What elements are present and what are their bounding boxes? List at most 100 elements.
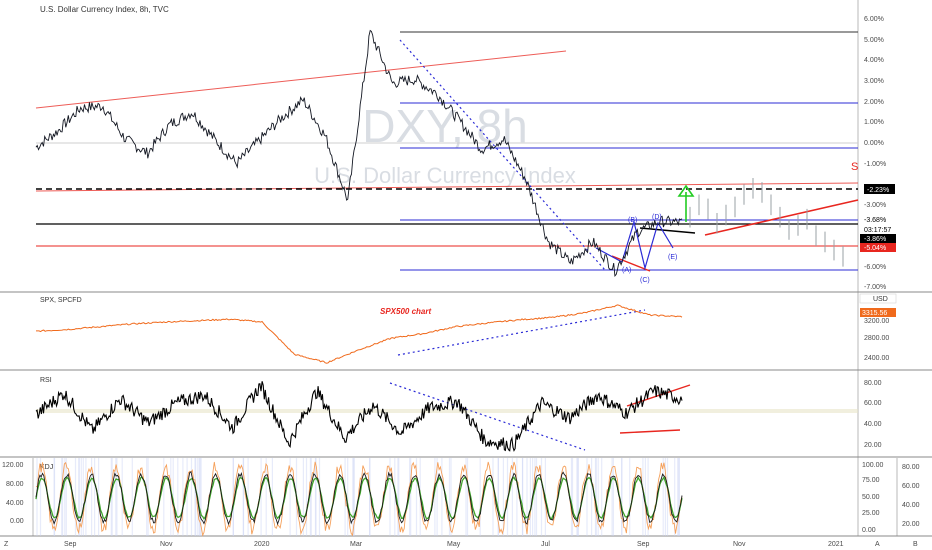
kdj-stripe xyxy=(678,458,680,536)
main-axis-tick: -6.00% xyxy=(864,264,886,271)
main-pane-drawings xyxy=(35,31,859,272)
kdj-stripe xyxy=(586,458,588,536)
spx-axis-tick: 2400.00 xyxy=(864,355,889,362)
kdj-stripe xyxy=(199,458,201,536)
wave-label-e: (E) xyxy=(668,254,677,261)
red-rising-trendline[interactable] xyxy=(704,199,859,236)
dxy-price-line[interactable] xyxy=(35,29,683,277)
rsi-axis-tick: 40.00 xyxy=(864,421,882,428)
kdj-stripe xyxy=(570,458,573,536)
kdj-far-right-axis[interactable]: 80.00 60.00 40.00 20.00 xyxy=(902,464,920,528)
rsi-lower-trendline[interactable] xyxy=(619,429,681,434)
red-wave-c-line[interactable] xyxy=(611,255,651,272)
main-axis-tick: 3.00% xyxy=(864,78,884,85)
kdj-stripe xyxy=(644,458,646,536)
rsi-pane-title: RSI xyxy=(40,377,52,384)
main-axis-tick: -7.00% xyxy=(864,284,886,291)
kdj-stripe xyxy=(186,458,188,536)
kdj-stripe xyxy=(642,458,644,536)
badge-current-bg xyxy=(860,234,896,243)
main-axis-tick: 5.00% xyxy=(864,37,884,44)
spx-dotted-trendline[interactable] xyxy=(397,309,646,356)
kdj-stripe xyxy=(64,458,66,536)
badge-level-a-bg xyxy=(864,184,895,194)
kdj-stripe xyxy=(198,458,200,536)
time-label: Jul xyxy=(541,541,550,548)
kdj-stripe xyxy=(529,458,531,536)
kdj-stripe xyxy=(190,458,193,536)
kdj-stripe xyxy=(674,458,676,536)
kdj-stripe xyxy=(497,458,499,536)
kdj-stripe xyxy=(415,458,418,536)
kdj-stripe xyxy=(78,458,80,536)
kdj-stripe xyxy=(535,458,538,536)
kdj-stripe xyxy=(577,458,579,536)
badge-level-c-bg xyxy=(860,243,896,252)
kdj-stripe xyxy=(194,458,196,536)
kdj-stripe xyxy=(410,458,412,536)
kdj-stripe xyxy=(182,458,184,536)
kdj-k-line[interactable] xyxy=(35,471,683,526)
kdj-stripe xyxy=(502,458,504,536)
rsi-axis-tick: 60.00 xyxy=(864,400,882,407)
time-label: Sep xyxy=(64,541,77,548)
kdj-right-axis[interactable]: 100.00 75.00 50.00 25.00 0.00 xyxy=(862,462,884,534)
kdj-stripe xyxy=(91,458,93,536)
spx-price-badge-bg xyxy=(860,308,896,317)
badge-level-a: -2.23% xyxy=(867,187,889,194)
kdj-left-axis[interactable]: 120.00 80.00 40.00 0.00 xyxy=(2,462,24,525)
kdj-stripe xyxy=(78,458,80,536)
kdj-pane-title: KDJ xyxy=(40,464,53,471)
time-axis-corner-a[interactable]: A xyxy=(875,541,880,548)
kdj-stripe xyxy=(597,458,599,536)
projection-bars xyxy=(689,178,844,267)
main-axis-tick: 0.00% xyxy=(864,140,884,147)
kdj-stripe xyxy=(115,458,117,536)
main-price-axis[interactable]: 6.00% 5.00% 4.00% 3.00% 2.00% 1.00% 0.00… xyxy=(864,16,886,291)
wave-abcde-path[interactable] xyxy=(595,219,674,271)
black-wave-d-line[interactable] xyxy=(639,227,696,234)
time-axis-corner-b[interactable]: B xyxy=(913,541,918,548)
kdj-stripe xyxy=(352,458,354,536)
kdj-stripe xyxy=(677,458,679,536)
kdj-stripe xyxy=(302,458,304,536)
kdj-stripe xyxy=(577,458,579,536)
kdj-stripe xyxy=(289,458,291,536)
kdj-stripe xyxy=(394,458,396,536)
spx-price-axis[interactable]: 3200.00 2800.00 2400.00 xyxy=(864,318,889,362)
kdj-far-right-tick: 80.00 xyxy=(902,464,920,471)
time-label: Nov xyxy=(733,541,746,548)
kdj-stripe xyxy=(94,458,96,536)
kdj-stripe xyxy=(242,458,245,536)
rsi-dotted-trendline[interactable] xyxy=(389,382,586,451)
upper-channel-line[interactable] xyxy=(35,50,567,109)
kdj-stripe xyxy=(591,458,593,536)
usd-label[interactable]: USD xyxy=(873,296,888,303)
kdj-stripe xyxy=(74,458,77,536)
badge-level-c: -5.04% xyxy=(864,245,886,252)
kdj-stripe xyxy=(195,458,197,536)
kdj-stripe xyxy=(53,458,56,536)
lower-channel-line[interactable] xyxy=(35,182,859,192)
spx-price-line[interactable] xyxy=(36,304,683,364)
kdj-stripe xyxy=(516,458,518,536)
kdj-stripe xyxy=(466,458,469,536)
kdj-stripe xyxy=(398,458,400,536)
rsi-axis[interactable]: 80.00 60.00 40.00 20.00 xyxy=(864,380,882,449)
kdj-stripe xyxy=(534,458,536,536)
time-axis-corner-z[interactable]: Z xyxy=(4,541,9,548)
kdj-far-right-tick: 40.00 xyxy=(902,502,920,509)
wave-label-d: (D) xyxy=(652,214,662,221)
badge-level-b: -3.68% xyxy=(864,217,886,224)
dotted-down-trendline[interactable] xyxy=(399,39,606,271)
main-axis-tick: 1.00% xyxy=(864,119,884,126)
rsi-line[interactable] xyxy=(35,381,683,452)
kdj-stripe xyxy=(571,458,574,536)
usd-label-bg[interactable] xyxy=(859,293,897,304)
time-axis[interactable]: Z Sep Nov 2020 Mar May Jul Sep Nov 2021 … xyxy=(4,541,918,548)
main-axis-tick: 4.00% xyxy=(864,57,884,64)
kdj-stripe xyxy=(242,458,244,536)
kdj-stripe xyxy=(369,458,371,536)
kdj-stripe xyxy=(200,458,202,536)
